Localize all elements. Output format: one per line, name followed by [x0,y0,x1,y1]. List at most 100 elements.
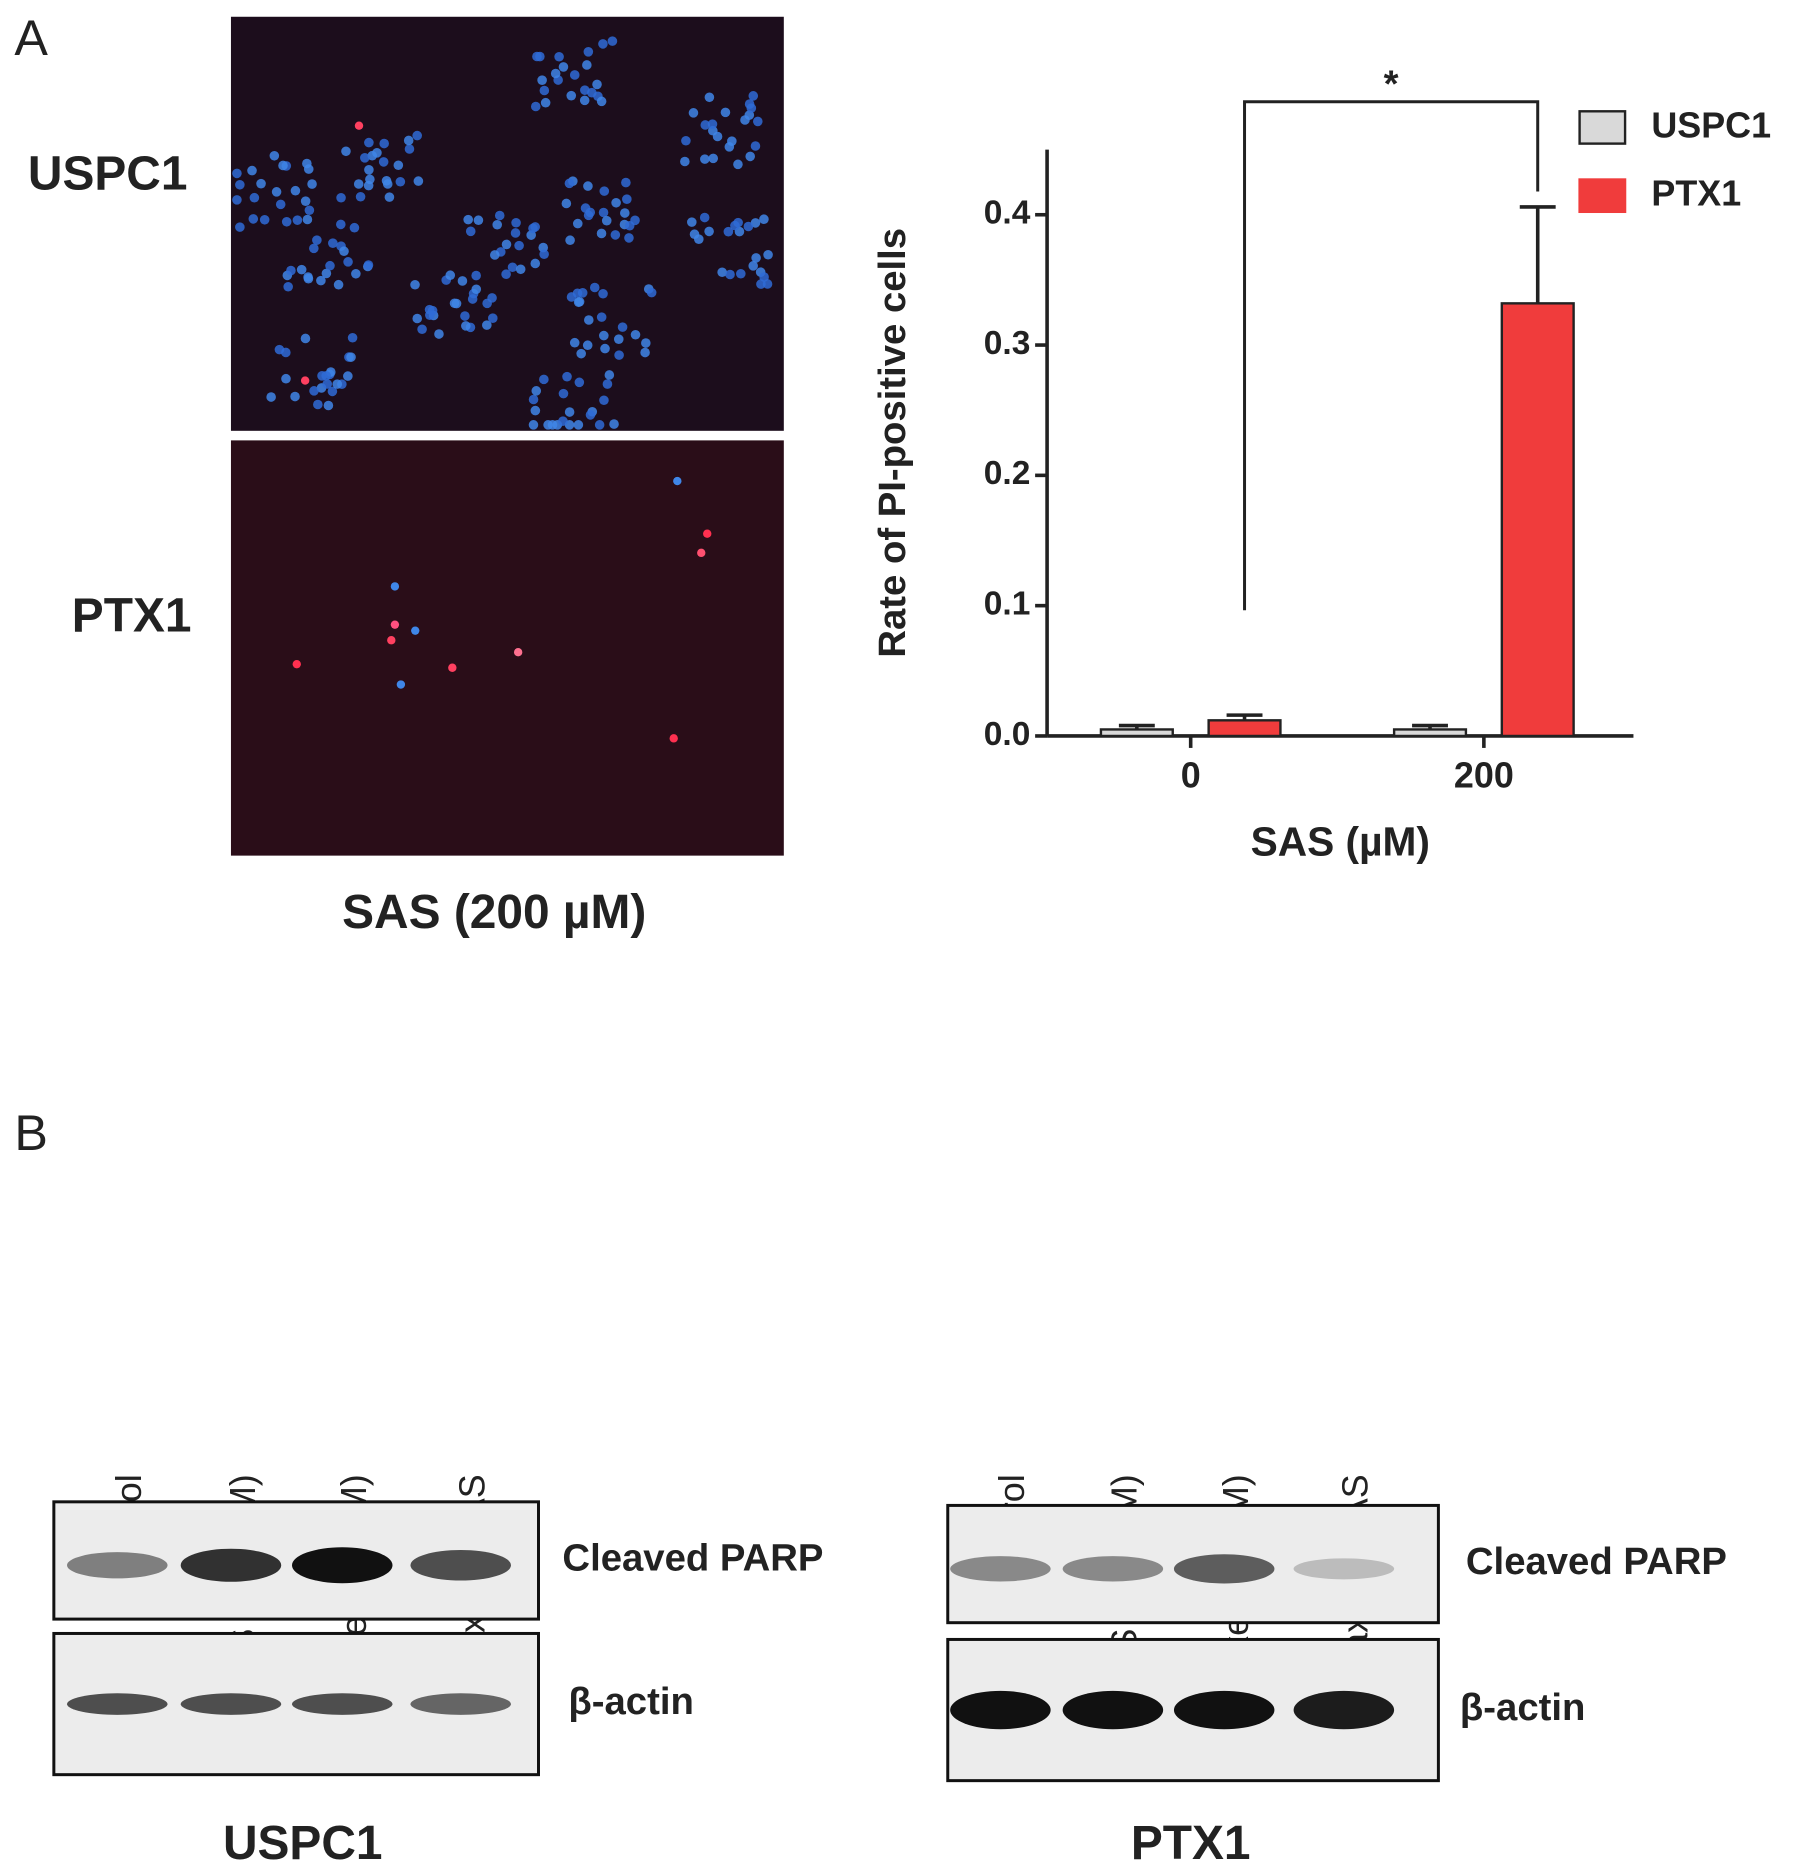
cell [341,146,351,157]
cell [617,322,628,332]
cell [697,548,706,558]
cell [316,275,326,286]
cell [501,269,511,279]
cell [259,214,270,225]
cell [680,156,690,167]
blot-band [1293,1558,1395,1580]
cell [543,420,553,430]
band-label: β-actin [1460,1686,1585,1729]
cell [746,103,757,113]
cell [733,159,743,170]
cell [624,220,635,231]
cell [411,626,420,635]
blot-band [1293,1690,1395,1730]
cell [583,181,593,191]
cell [607,36,618,46]
cell [404,144,415,154]
cell [403,135,414,146]
legend-swatch [1578,110,1627,145]
cell [641,338,651,348]
cell [600,343,610,354]
cell [390,620,400,629]
cell [598,207,609,218]
cell [558,62,569,72]
cell [743,221,754,232]
cell [271,187,282,197]
cell [687,217,697,227]
cell [363,260,374,270]
cell [302,214,313,225]
cell [531,386,542,396]
cell [573,297,584,308]
cell [589,282,600,293]
y-tick-label: 0.4 [984,195,1031,232]
blot-band [1173,1690,1275,1730]
cell [412,130,422,141]
cell [307,179,317,189]
cell [313,399,323,410]
cell [558,416,568,426]
cell [333,279,344,290]
cell [281,216,292,227]
cell [465,226,476,237]
blot-membrane [946,1503,1440,1625]
cell [604,370,615,380]
cell [494,210,505,221]
cell [699,212,710,223]
cell [290,185,301,196]
cell [501,239,512,250]
cell [471,284,482,295]
cell [609,419,619,429]
cell [488,313,498,323]
cell [410,279,420,290]
cell [599,186,610,196]
cell [327,386,338,397]
cell [585,410,596,420]
blot-band [291,1693,393,1715]
blot-band [180,1693,282,1715]
cell [510,228,521,238]
cell [256,178,266,189]
cell [317,371,327,381]
cell [681,135,691,146]
cell [417,324,427,335]
cell [379,138,389,149]
cell [720,107,731,118]
cell [599,395,609,406]
band-label: Cleaved PARP [562,1537,823,1580]
cell [296,264,307,275]
cell [614,350,624,360]
blot-band [180,1548,282,1582]
cell [700,120,711,130]
cell [461,321,471,331]
cell [530,405,541,416]
cell [323,400,334,411]
cell [321,268,332,279]
cell [587,87,597,98]
cell [336,192,346,203]
cell [507,262,518,273]
band-label: β-actin [568,1680,693,1723]
cell [613,334,624,344]
cell [630,329,641,340]
cell [490,250,500,260]
cell [599,330,609,341]
blot-band [1062,1556,1164,1582]
cell [448,663,457,672]
cell [487,293,497,303]
cell [325,260,335,271]
panel-label: B [14,1105,48,1161]
blot-band [67,1552,168,1579]
cell [561,198,572,209]
cell [387,636,396,645]
cell [528,394,539,405]
cell [248,214,259,224]
cell [303,164,314,174]
cell [511,217,521,228]
cell [378,157,389,167]
cell [576,348,586,359]
cell [596,96,607,107]
cell [355,191,366,202]
cell [304,205,315,216]
